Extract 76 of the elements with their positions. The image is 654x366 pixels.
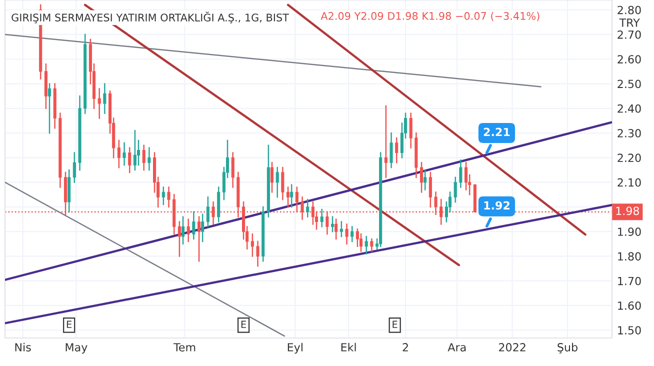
candlestick <box>384 105 388 178</box>
candlestick <box>390 132 393 168</box>
candlestick <box>270 162 274 193</box>
candlestick <box>181 216 185 245</box>
candlestick <box>117 140 120 168</box>
candlestick <box>276 166 279 198</box>
candlestick <box>409 112 412 148</box>
candlestick <box>364 236 368 254</box>
candlestick <box>192 211 196 240</box>
ref-line-label: 1.98 <box>616 206 640 216</box>
x-tick-label: Ekl <box>341 342 356 352</box>
y-tick-label: 2.10 <box>618 178 641 187</box>
candlestick <box>350 226 354 242</box>
y-tick-label: 2.60 <box>618 55 641 64</box>
candlestick <box>281 166 284 200</box>
x-tick-label: Nis <box>15 342 31 352</box>
annotation: E <box>66 320 72 328</box>
x-tick-label: Ara <box>448 343 466 352</box>
candlestick <box>186 218 190 242</box>
candlestick <box>167 186 170 208</box>
candlestick <box>454 176 457 203</box>
candlestick <box>370 238 374 252</box>
x-tick-label: 2 <box>402 343 408 352</box>
candlestick <box>345 224 348 245</box>
candlestick <box>428 172 432 208</box>
y-tick-label: 1.90 <box>618 228 641 236</box>
x-tick-label: Şub <box>558 342 578 354</box>
y-tick-label: 1.80 <box>618 252 641 261</box>
y-tick-label: 2.20 <box>618 154 641 162</box>
candlestick <box>148 147 151 171</box>
candlestick <box>256 240 260 267</box>
candlestick <box>201 214 204 242</box>
y-tick-label: 1.60 <box>618 301 641 310</box>
annotation: 2.21 <box>484 128 510 136</box>
candlestick <box>103 83 106 114</box>
candlestick <box>395 137 398 164</box>
candlestick <box>48 83 52 134</box>
candlestick <box>142 144 146 171</box>
y-tick-label: 2.70 <box>618 30 641 39</box>
candlestick <box>72 152 76 183</box>
candlestick <box>459 160 462 188</box>
y-tick-label: 1.70 <box>618 276 641 286</box>
x-tick-label: May <box>66 343 88 354</box>
candlestick <box>178 221 181 257</box>
x-tick-label: 2022 <box>498 343 526 352</box>
annotation: E <box>241 320 246 328</box>
candlestick <box>320 208 324 228</box>
candlestick <box>340 221 343 238</box>
annotation: E <box>392 320 398 328</box>
y-tick-label: 1.50 <box>618 326 641 334</box>
y-axis-title: TRY <box>619 18 640 27</box>
candlestick <box>334 218 338 240</box>
candlestick <box>128 147 132 174</box>
annotation: 1.92 <box>484 201 510 210</box>
candlestick <box>231 152 234 188</box>
candlestick <box>306 198 310 218</box>
candlestick <box>98 88 101 119</box>
text: GIRIŞIM SERMAYESI YATIRIM ORTAKLIĞI A.Ş., 1G, BIST <box>12 12 289 24</box>
candlestick <box>424 169 427 190</box>
y-tick-label: 2.80 <box>618 6 641 14</box>
x-tick-label: Eyl <box>288 342 302 354</box>
candlestick <box>198 216 201 262</box>
candlestick <box>133 130 136 171</box>
candlestick <box>331 216 334 232</box>
text: A2.09 Y2.09 D1.98 K1.98 −0.07 (−3.41%) <box>320 12 540 22</box>
candlestick <box>206 196 210 228</box>
candlestick <box>162 186 165 206</box>
y-tick-label: 2.50 <box>618 80 641 88</box>
y-tick-label: 2.30 <box>618 129 641 138</box>
candlestick <box>250 233 254 257</box>
candlestick <box>420 162 424 193</box>
candlestick <box>122 142 126 166</box>
y-tick-label: 2.40 <box>618 104 641 113</box>
x-tick-label: Tem <box>173 343 196 352</box>
candlestick <box>290 184 294 208</box>
candlestick <box>286 186 290 208</box>
